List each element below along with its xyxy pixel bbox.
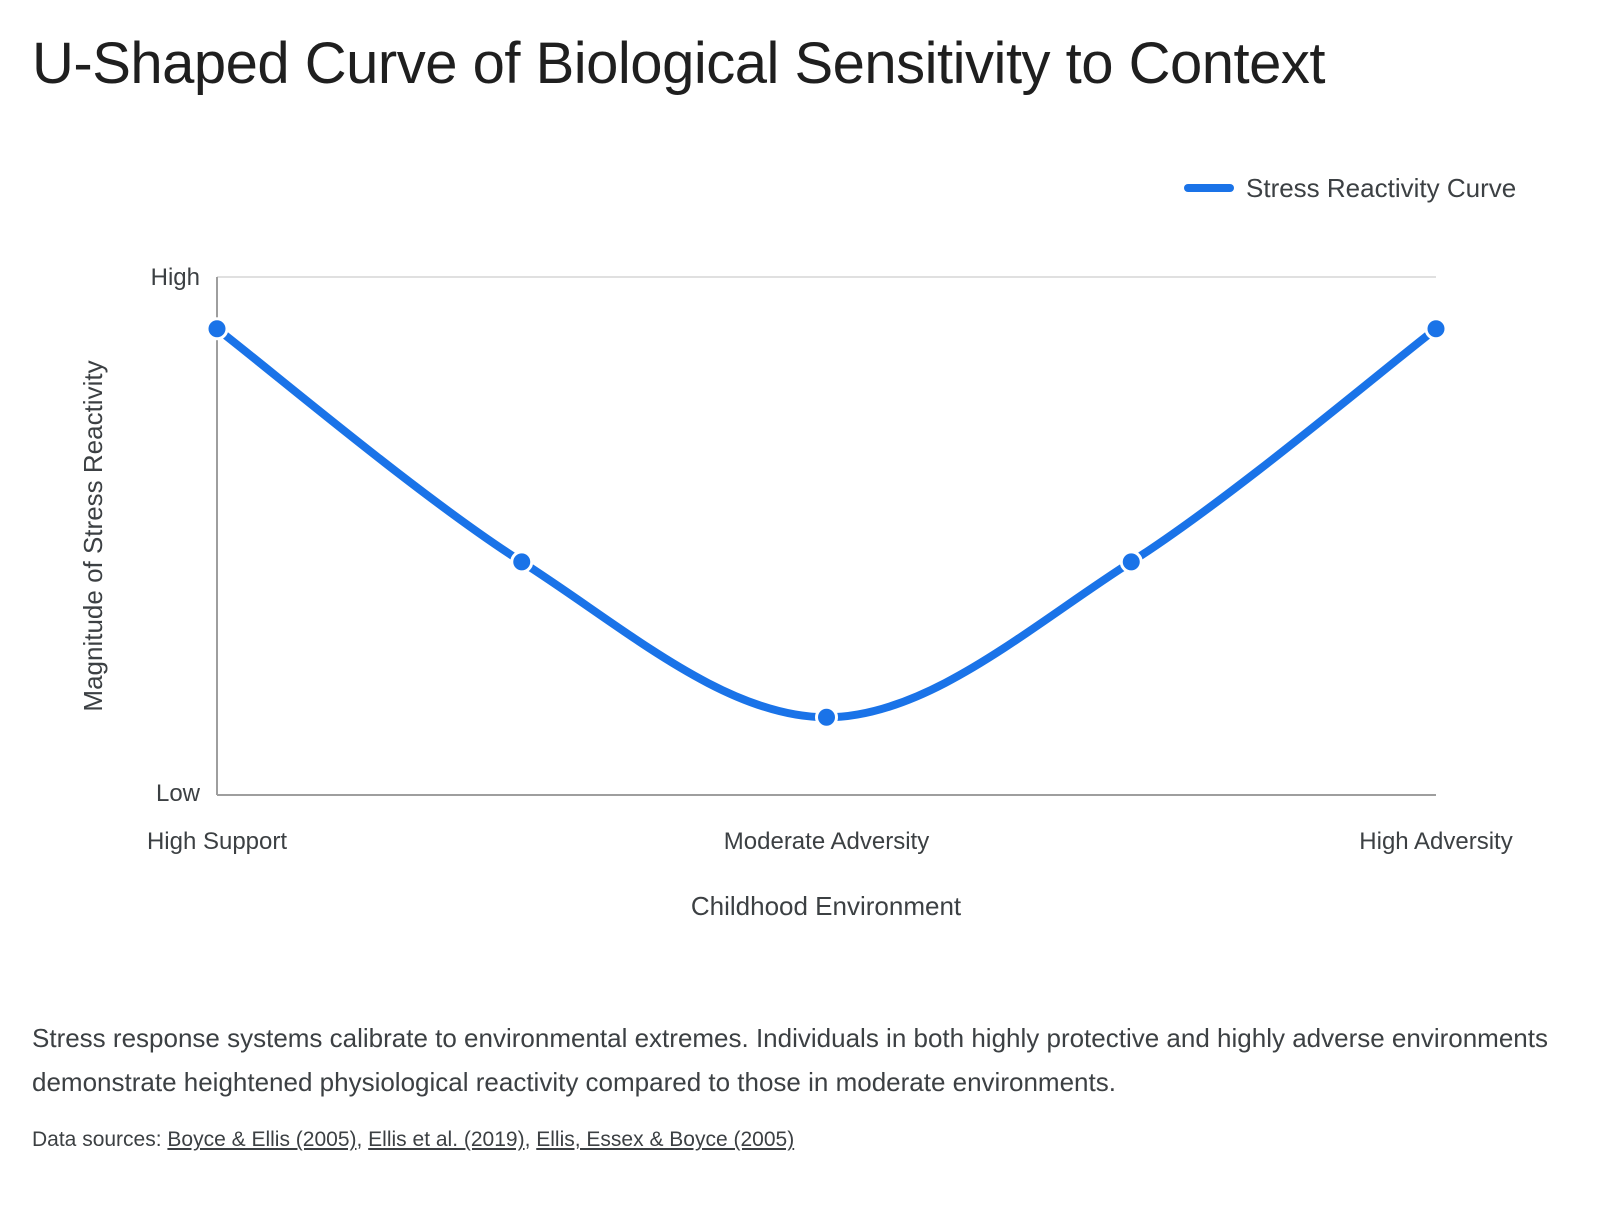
x-tick-label: High Support xyxy=(147,828,287,855)
legend-label: Stress Reactivity Curve xyxy=(1246,173,1516,203)
source-link-boyce-ellis-2005[interactable]: Boyce & Ellis (2005) xyxy=(167,1128,357,1151)
data-points xyxy=(205,317,1448,729)
data-point-4 xyxy=(1424,317,1448,341)
data-point-0 xyxy=(205,317,229,341)
series-line-stress-reactivity xyxy=(213,324,1440,722)
chart-description: Stress response systems calibrate to env… xyxy=(32,1023,1548,1097)
x-axis-label: Childhood Environment xyxy=(691,891,962,921)
data-point-1 xyxy=(510,550,534,574)
sources-separator: , xyxy=(356,1128,369,1151)
x-tick-label: Moderate Adversity xyxy=(724,828,929,855)
source-link-ellis-et-al-2019[interactable]: Ellis et al. (2019) xyxy=(368,1128,525,1151)
line-chart: Stress Reactivity Curve High Low Magnitu… xyxy=(78,173,1516,921)
y-tick-label-low: Low xyxy=(156,780,201,807)
data-sources: Data sources: Boyce & Ellis (2005), Elli… xyxy=(32,1128,794,1152)
x-tick-label: High Adversity xyxy=(1359,828,1512,855)
source-link-ellis-essex-boyce-2005[interactable]: Ellis, Essex & Boyce (2005) xyxy=(536,1128,795,1151)
y-tick-label-high: High xyxy=(151,264,200,291)
y-axis-label: Magnitude of Stress Reactivity xyxy=(78,360,108,711)
data-point-3 xyxy=(1119,550,1143,574)
data-point-2 xyxy=(815,705,838,729)
chart-title: U-Shaped Curve of Biological Sensitivity… xyxy=(32,31,1326,96)
sources-separator: , xyxy=(524,1128,537,1151)
legend: Stress Reactivity Curve xyxy=(1184,173,1516,203)
x-tick-labels: High Support Moderate Adversity High Adver… xyxy=(147,828,1513,855)
chart-area: Stress Reactivity Curve High Low Magnitu… xyxy=(0,150,1600,950)
sources-prefix: Data sources: xyxy=(32,1128,168,1151)
